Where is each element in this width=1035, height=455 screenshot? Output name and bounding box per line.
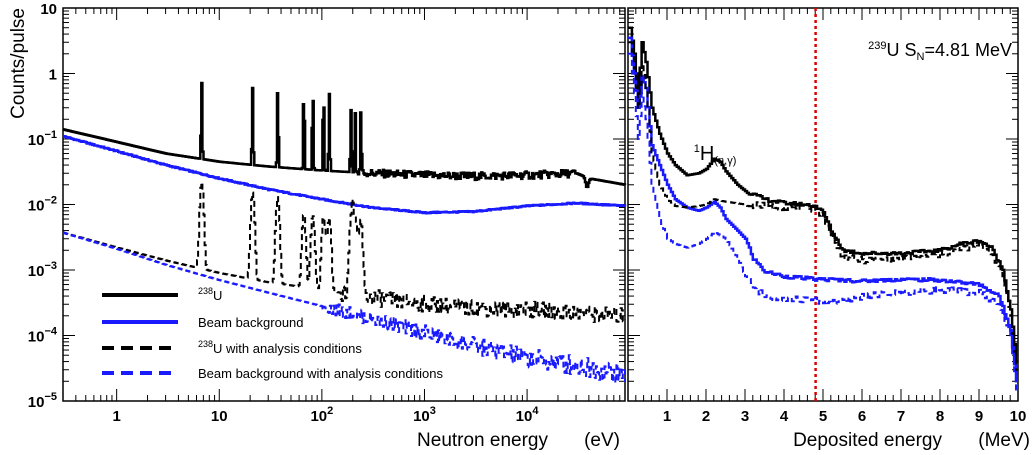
right-x-axis-unit: (MeV)	[978, 430, 1030, 451]
right-x-tick-label: 3	[741, 408, 749, 425]
left-y-tick-label: 10−3	[28, 260, 57, 280]
right-series-line	[628, 36, 1018, 383]
left-x-axis-unit: (eV)	[584, 430, 620, 451]
y-axis-label: Counts/pulse	[8, 8, 29, 119]
left-x-tick-label: 10	[211, 408, 228, 425]
legend-label: Beam background	[198, 315, 304, 330]
left-series-line	[62, 81, 627, 189]
right-series-line	[628, 41, 1018, 371]
left-x-tick-label: 104	[516, 405, 540, 425]
left-panel: 10 1 10−1 10−2 10−3 10−4 10−5 1 10 102 103 104 238U B…	[28, 1, 627, 425]
h-capture-peak-label: 1H(n,γ)	[694, 143, 737, 167]
right-series-line	[628, 52, 1018, 391]
left-series-line	[63, 181, 626, 323]
left-x-axis-label: Neutron energy	[417, 430, 548, 451]
right-plot-frame	[627, 7, 1019, 402]
left-series-line	[62, 135, 627, 215]
right-x-axis-label: Deposited energy	[793, 430, 942, 451]
right-x-tick-label: 10	[1010, 408, 1027, 425]
left-y-tick-label: 10	[40, 1, 57, 18]
right-x-tick-label: 9	[975, 408, 983, 425]
right-x-tick-label: 5	[819, 408, 827, 425]
right-x-tick-label: 4	[780, 408, 789, 425]
right-x-tick-label: 6	[858, 408, 866, 425]
legend-label: 238U	[198, 286, 222, 303]
right-series-line	[628, 26, 1018, 363]
left-y-tick-label: 10−5	[28, 391, 57, 411]
left-y-tick-label: 1	[49, 67, 57, 84]
legend-label: Beam background with analysis conditions	[198, 366, 443, 381]
right-x-tick-label: 2	[702, 408, 710, 425]
chart-text: Counts/pulse Neutron energy (eV) Deposit…	[8, 8, 1030, 451]
left-x-tick-label: 102	[310, 405, 333, 425]
left-y-tick-label: 10−2	[28, 195, 57, 215]
left-series-line	[63, 231, 626, 384]
right-x-tick-label: 1	[663, 408, 671, 425]
right-x-tick-label: 8	[936, 408, 944, 425]
right-panel-title: 239U SN=4.81 MeV	[868, 40, 1012, 63]
left-x-tick-label: 1	[112, 408, 120, 425]
legend-label: 238U with analysis conditions	[198, 339, 362, 356]
right-panel: 1 2 3 4 5 6 7 8 9 10 239U SN=4.81 MeV 1H(n,γ)	[627, 7, 1027, 425]
left-y-tick-label: 10−1	[28, 129, 57, 149]
left-y-tick-label: 10−4	[28, 326, 58, 346]
right-x-tick-label: 7	[897, 408, 905, 425]
left-x-tick-label: 103	[413, 405, 436, 425]
